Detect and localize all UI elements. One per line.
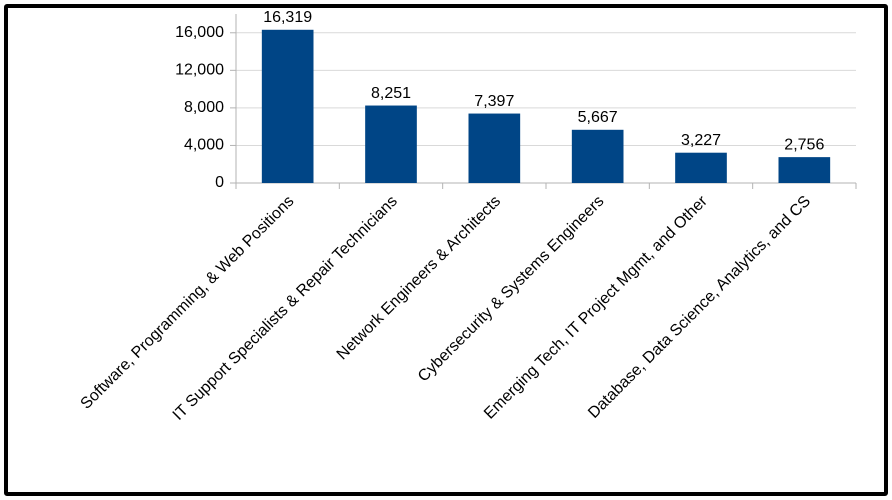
y-tick-label: 0 bbox=[215, 174, 224, 191]
x-tick-label: Network Engineers & Architects bbox=[334, 193, 504, 363]
chart-frame bbox=[4, 4, 888, 496]
x-tick-label: Emerging Tech, IT Project Mgmt, and Othe… bbox=[481, 192, 711, 422]
value-label: 3,227 bbox=[681, 132, 721, 149]
y-tick-label: 4,000 bbox=[184, 137, 224, 154]
y-tick-label: 16,000 bbox=[175, 24, 224, 41]
x-tick-label: Software, Programming, & Web Positions bbox=[78, 193, 298, 413]
x-tick-label: Database, Data Science, Analytics, and C… bbox=[585, 193, 814, 422]
x-tick-label: Cybersecurity & Systems Engineers bbox=[415, 193, 607, 385]
bar bbox=[468, 113, 521, 183]
value-label: 7,397 bbox=[474, 93, 514, 110]
value-label: 2,756 bbox=[784, 136, 824, 153]
value-label: 5,667 bbox=[578, 109, 618, 126]
bar bbox=[571, 129, 624, 183]
bar bbox=[675, 152, 727, 183]
x-tick-label: IT Support Specialists & Repair Technici… bbox=[170, 193, 401, 424]
bar bbox=[261, 29, 314, 184]
value-label: 8,251 bbox=[371, 85, 411, 102]
bar bbox=[365, 105, 417, 183]
bar bbox=[778, 157, 831, 183]
value-label: 16,319 bbox=[263, 9, 312, 26]
y-tick-label: 8,000 bbox=[184, 99, 224, 116]
y-tick-label: 12,000 bbox=[175, 62, 224, 79]
